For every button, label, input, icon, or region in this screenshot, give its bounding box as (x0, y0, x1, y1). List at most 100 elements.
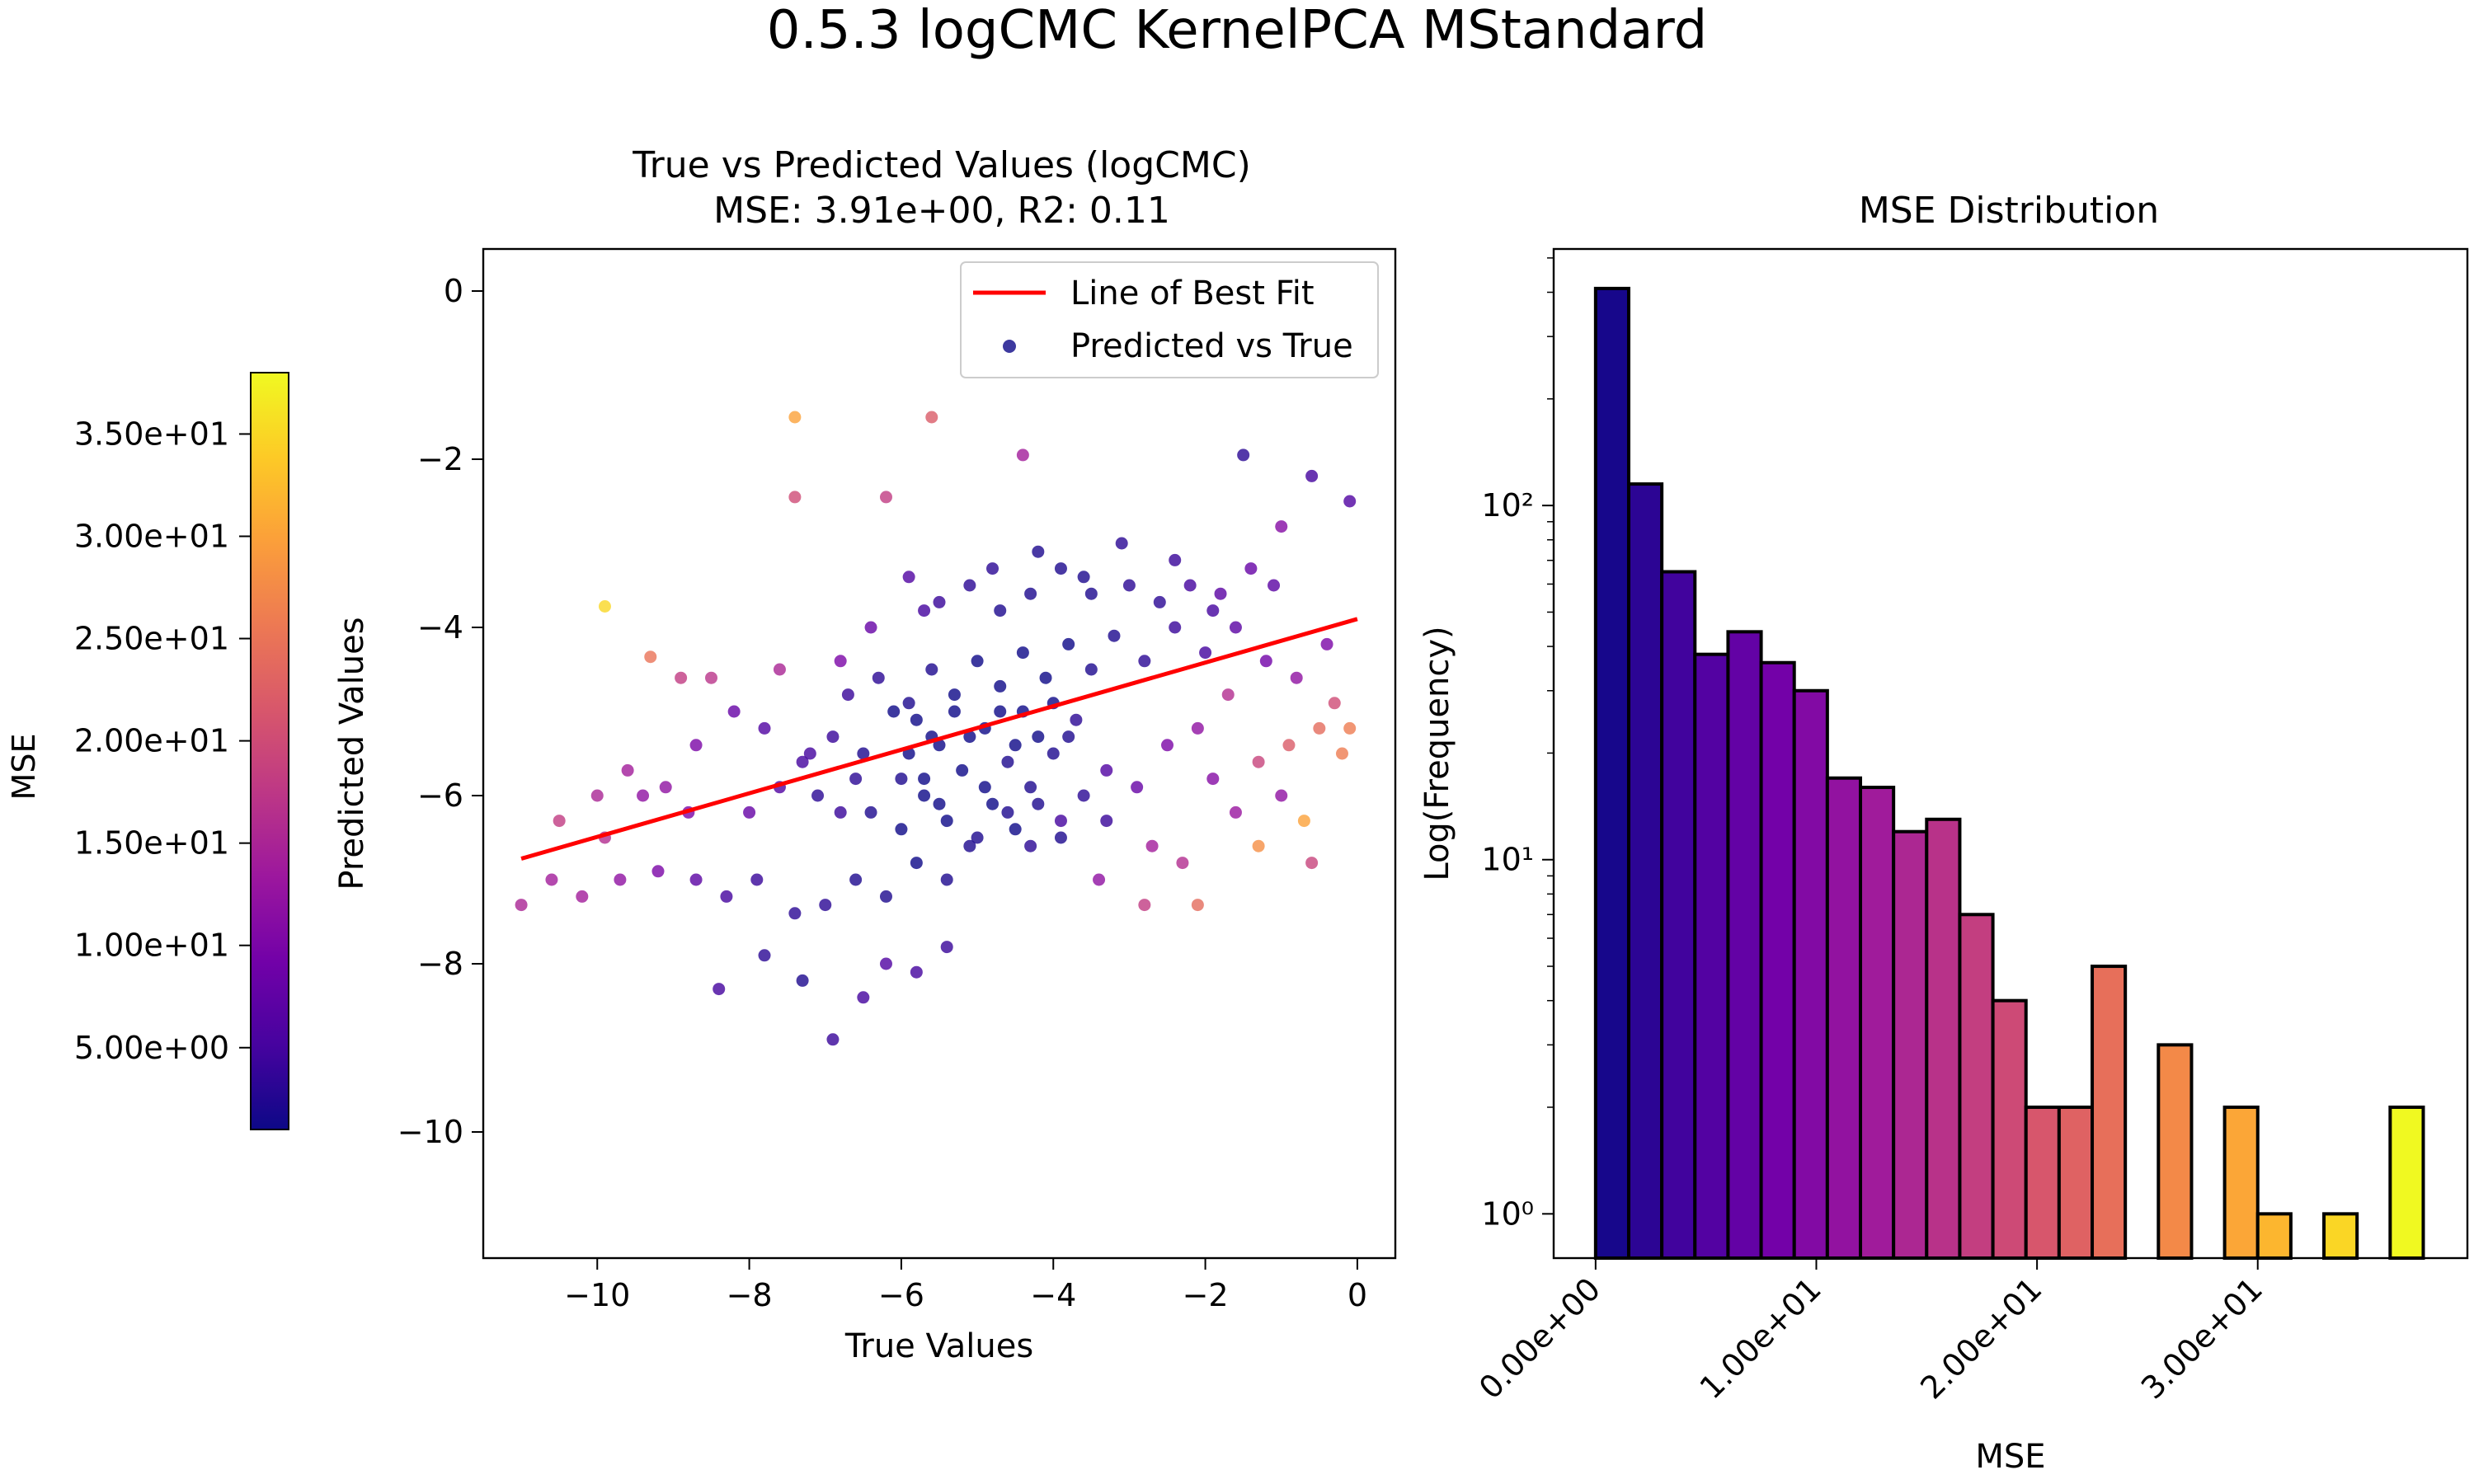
scatter-point (940, 873, 953, 886)
histogram-bar (1925, 817, 1962, 1260)
scatter-point (713, 983, 726, 996)
histogram-bar (1759, 660, 1796, 1260)
scatter-xtick-label: −2 (1183, 1277, 1229, 1313)
scatter-point (1214, 587, 1227, 600)
histogram-xtick-label: 1.00e+01 (1693, 1270, 1828, 1406)
scatter-point (963, 839, 976, 852)
scatter-point (788, 491, 802, 504)
scatter-point (1138, 655, 1151, 668)
scatter-point (1282, 739, 1296, 752)
scatter-point (1054, 562, 1067, 575)
colorbar-label: MSE (6, 734, 42, 801)
histogram-ytick-label: 10⁰ (1481, 1195, 1534, 1232)
scatter-point (727, 705, 741, 718)
histogram-bar (1693, 652, 1730, 1260)
scatter-point (1054, 815, 1067, 828)
scatter-point (933, 595, 946, 608)
scatter-point (651, 865, 665, 878)
scatter-point (644, 650, 657, 664)
scatter-xlabel: True Values (844, 1327, 1033, 1365)
scatter-point (598, 600, 611, 613)
scatter-ytick-label: −10 (397, 1114, 463, 1150)
histogram-xtick-label: 0.00e+00 (1472, 1270, 1607, 1406)
scatter-point (637, 789, 650, 802)
scatter-point (956, 763, 969, 777)
histogram-bar (1626, 482, 1664, 1260)
scatter-point (864, 805, 877, 819)
histogram-ytick-label: 10² (1481, 487, 1534, 524)
colorbar-tick-label: 5.00e+00 (74, 1030, 229, 1066)
scatter-point (879, 957, 892, 970)
scatter-point (1032, 730, 1045, 744)
scatter-point (1206, 604, 1220, 618)
histogram-bar (2157, 1043, 2194, 1260)
histogram-bar (2091, 965, 2128, 1260)
scatter-legend: Line of Best Fit Predicted vs True (960, 261, 1379, 378)
scatter-point (933, 797, 946, 810)
scatter-point (925, 411, 938, 424)
histogram-bar (1958, 913, 1995, 1260)
scatter-point (857, 991, 870, 1004)
histogram-bar (1825, 776, 1863, 1260)
scatter-point (788, 411, 802, 424)
scatter-point (834, 655, 847, 668)
scatter-point (720, 890, 733, 903)
colorbar-tick-label: 3.00e+01 (74, 518, 229, 554)
scatter-point (1108, 629, 1121, 642)
colorbar-tick-label: 1.00e+01 (74, 928, 229, 964)
scatter-point (1191, 721, 1204, 735)
legend-frame (960, 261, 1379, 378)
scatter-panel: True vs Predicted Values (logCMC) MSE: 3… (333, 144, 1397, 1365)
scatter-point (864, 621, 877, 634)
scatter-point (1016, 448, 1029, 462)
scatter-point (971, 655, 984, 668)
scatter-point (1062, 730, 1075, 744)
scatter-point (910, 965, 923, 979)
histogram-bar (1726, 630, 1763, 1260)
scatter-point (1297, 815, 1310, 828)
scatter-point (1100, 815, 1113, 828)
scatter-point (705, 671, 717, 684)
scatter-xtick-label: −6 (878, 1277, 924, 1313)
scatter-point (986, 562, 999, 575)
scatter-points (515, 411, 1357, 1046)
scatter-point (1032, 545, 1045, 558)
scatter-point (925, 663, 938, 676)
scatter-point (515, 899, 528, 912)
scatter-point (826, 1033, 840, 1046)
scatter-point (994, 604, 1007, 618)
histogram-bar (2024, 1106, 2061, 1260)
scatter-point (1335, 747, 1348, 760)
scatter-point (1305, 857, 1319, 870)
scatter-point (689, 873, 703, 886)
scatter-point (1169, 621, 1182, 634)
scatter-point (872, 671, 885, 684)
histogram-bar (1593, 286, 1630, 1260)
colorbar-gradient (250, 372, 289, 1130)
scatter-point (1009, 739, 1022, 752)
scatter-point (857, 747, 870, 760)
scatter-point (1077, 571, 1090, 584)
scatter-point (614, 873, 627, 886)
scatter-point (1016, 646, 1029, 660)
scatter-point (910, 857, 923, 870)
scatter-point (1115, 537, 1128, 550)
scatter-point (994, 705, 1007, 718)
scatter-title-line2: MSE: 3.91e+00, R2: 0.11 (713, 190, 1170, 232)
histogram-bar (2255, 1212, 2293, 1260)
scatter-point (675, 671, 688, 684)
scatter-ytick-label: −8 (417, 946, 463, 982)
scatter-point (826, 730, 840, 744)
histogram-ylabel: Log(Frequency) (1418, 626, 1456, 881)
scatter-point (1275, 789, 1288, 802)
colorbar-tick-label: 1.50e+01 (74, 825, 229, 862)
scatter-xtick-label: −10 (564, 1277, 630, 1313)
scatter-point (796, 755, 809, 768)
colorbar-ticks: 5.00e+00 1.00e+01 1.50e+01 2.00e+01 2.50e+01… (74, 416, 251, 1066)
scatter-point (1183, 579, 1197, 592)
scatter-point (879, 491, 892, 504)
scatter-point (963, 730, 976, 744)
histogram-ytick-label: 10¹ (1481, 842, 1534, 878)
scatter-point (1229, 621, 1242, 634)
scatter-point (1122, 579, 1136, 592)
